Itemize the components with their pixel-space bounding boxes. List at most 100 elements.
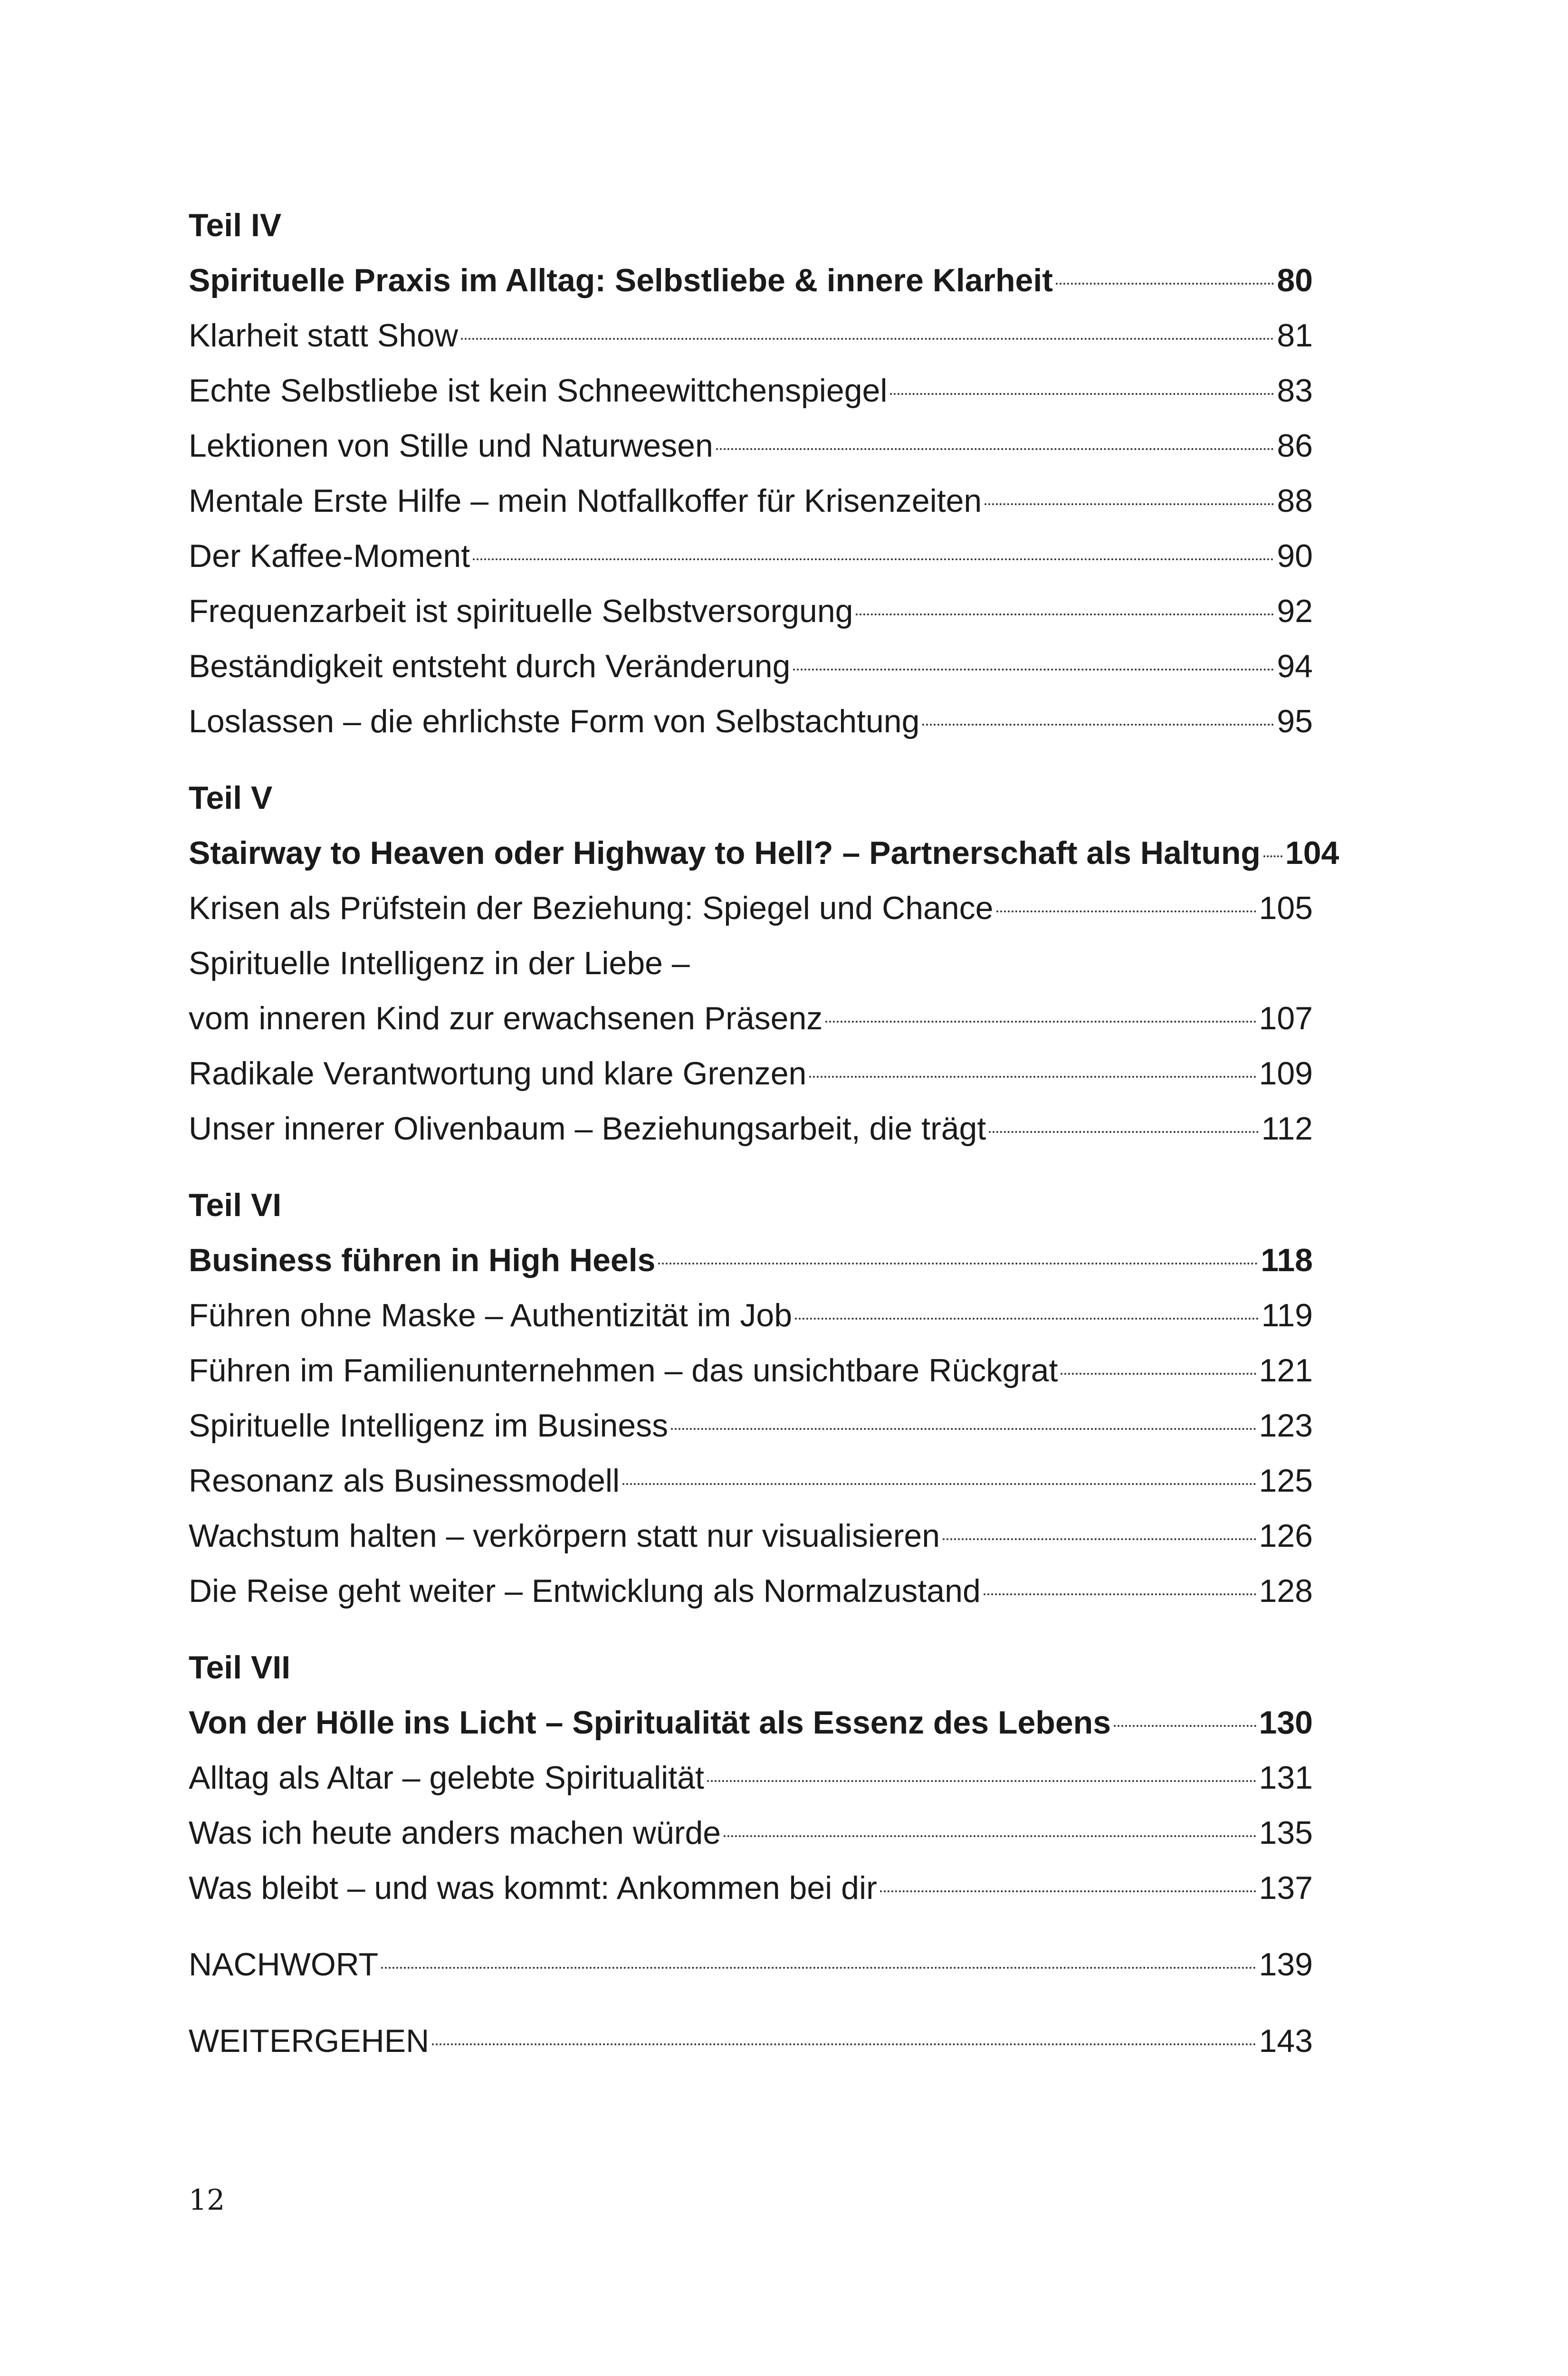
part-heading: Teil IV — [189, 207, 282, 243]
entry-title: Der Kaffee-Moment — [189, 538, 470, 574]
dot-leader — [825, 1021, 1256, 1023]
toc-entry[interactable]: Mentale Erste Hilfe – mein Notfallkoffer… — [189, 473, 1313, 528]
toc-entry[interactable]: Loslassen – die ehrlichste Form von Selb… — [189, 694, 1313, 749]
entry-title: Spirituelle Praxis im Alltag: Selbstlieb… — [189, 262, 1053, 298]
entry-title: Frequenzarbeit ist spirituelle Selbstver… — [189, 593, 853, 629]
toc-entry[interactable]: Radikale Verantwortung und klare Grenzen… — [189, 1046, 1313, 1101]
toc-entry[interactable]: Frequenzarbeit ist spirituelle Selbstver… — [189, 584, 1313, 639]
entry-page-number: 123 — [1259, 1408, 1313, 1444]
entry-title: Mentale Erste Hilfe – mein Notfallkoffer… — [189, 483, 982, 519]
toc-entry[interactable]: Von der Hölle ins Licht – Spiritualität … — [189, 1695, 1313, 1750]
dot-leader — [381, 1967, 1256, 1969]
dot-leader — [716, 448, 1274, 450]
entry-page-number: 104 — [1285, 835, 1339, 871]
entry-title: Spirituelle Intelligenz in der Liebe – — [189, 945, 690, 981]
toc-entry[interactable]: Business führen in High Heels 118 — [189, 1233, 1313, 1288]
entry-title: vom inneren Kind zur erwachsenen Präsenz — [189, 1000, 823, 1036]
entry-title: Radikale Verantwortung und klare Grenzen — [189, 1055, 807, 1092]
entry-title: Lektionen von Stille und Naturwesen — [189, 428, 713, 464]
back-matter-entry[interactable]: NACHWORT 139 — [189, 1937, 1313, 1992]
entry-title: Business führen in High Heels — [189, 1242, 656, 1278]
toc-entry[interactable]: Klarheit statt Show 81 — [189, 308, 1313, 363]
dot-leader — [809, 1076, 1256, 1078]
entry-page-number: 143 — [1259, 2023, 1313, 2059]
toc-entry[interactable]: Krisen als Prüfstein der Beziehung: Spie… — [189, 881, 1313, 936]
toc-entry[interactable]: Alltag als Altar – gelebte Spiritualität… — [189, 1750, 1313, 1805]
entry-page-number: 137 — [1259, 1870, 1313, 1906]
entry-title: Die Reise geht weiter – Entwicklung als … — [189, 1573, 981, 1609]
toc-entry[interactable]: Was ich heute anders machen würde 135 — [189, 1805, 1313, 1860]
dot-leader — [460, 338, 1274, 340]
dot-leader — [996, 910, 1256, 912]
entry-title: Wachstum halten – verkörpern statt nur v… — [189, 1518, 940, 1554]
toc-entry[interactable]: Führen ohne Maske – Authentizität im Job… — [189, 1288, 1313, 1343]
toc-entry[interactable]: vom inneren Kind zur erwachsenen Präsenz… — [189, 991, 1313, 1046]
entry-title: Echte Selbstliebe ist kein Schneewittche… — [189, 373, 888, 409]
toc-entry[interactable]: Lektionen von Stille und Naturwesen 86 — [189, 418, 1313, 473]
entry-page-number: 125 — [1259, 1463, 1313, 1499]
toc-entry[interactable]: Spirituelle Praxis im Alltag: Selbstlieb… — [189, 253, 1313, 308]
entry-page-number: 86 — [1277, 428, 1313, 464]
dot-leader — [473, 558, 1274, 560]
entry-page-number: 109 — [1259, 1055, 1313, 1092]
entry-page-number: 83 — [1277, 373, 1313, 409]
dot-leader — [793, 669, 1274, 671]
dot-leader — [880, 1890, 1256, 1892]
toc-entry[interactable]: Führen im Familienunternehmen – das unsi… — [189, 1343, 1313, 1398]
dot-leader — [985, 503, 1274, 505]
dot-leader — [983, 1593, 1256, 1595]
dot-leader — [856, 613, 1274, 615]
entry-title: Unser innerer Olivenbaum – Beziehungsarb… — [189, 1111, 986, 1147]
entry-page-number: 81 — [1277, 317, 1313, 354]
dot-leader — [1055, 283, 1274, 285]
toc-entry[interactable]: Stairway to Heaven oder Highway to Hell?… — [189, 825, 1339, 881]
toc-entry[interactable]: Der Kaffee-Moment 90 — [189, 528, 1313, 584]
toc-entry[interactable]: Wachstum halten – verkörpern statt nur v… — [189, 1508, 1313, 1563]
dot-leader — [922, 724, 1274, 726]
dot-leader — [1263, 855, 1282, 857]
entry-title: Alltag als Altar – gelebte Spiritualität — [189, 1760, 704, 1796]
dot-leader — [622, 1483, 1256, 1485]
part-heading: Teil VII — [189, 1649, 291, 1686]
entry-title: Spirituelle Intelligenz im Business — [189, 1408, 669, 1444]
entry-page-number: 107 — [1259, 1000, 1313, 1036]
entry-title: Was bleibt – und was kommt: Ankommen bei… — [189, 1870, 877, 1906]
entry-page-number: 105 — [1259, 890, 1313, 926]
entry-page-number: 112 — [1261, 1111, 1313, 1147]
book-page: Teil IV Spirituelle Praxis im Alltag: Sel… — [189, 198, 1339, 2217]
toc-entry[interactable]: Resonanz als Businessmodell 125 — [189, 1453, 1313, 1508]
entry-page-number: 131 — [1259, 1760, 1313, 1796]
entry-title: Resonanz als Businessmodell — [189, 1463, 620, 1499]
dot-leader — [1061, 1373, 1256, 1375]
entry-title: Beständigkeit entsteht durch Veränderung — [189, 648, 791, 684]
table-of-contents: Teil IV Spirituelle Praxis im Alltag: Sel… — [189, 198, 1339, 2069]
toc-entry[interactable]: Was bleibt – und was kommt: Ankommen bei… — [189, 1860, 1313, 1916]
toc-entry[interactable]: Echte Selbstliebe ist kein Schneewittche… — [189, 363, 1313, 418]
entry-page-number: 128 — [1259, 1573, 1313, 1609]
toc-entry[interactable]: Spirituelle Intelligenz in der Liebe – — [189, 936, 1313, 991]
entry-page-number: 130 — [1259, 1705, 1313, 1741]
entry-title: Führen ohne Maske – Authentizität im Job — [189, 1297, 793, 1333]
entry-title: Führen im Familienunternehmen – das unsi… — [189, 1352, 1058, 1389]
entry-page-number: 88 — [1277, 483, 1313, 519]
back-matter-entry[interactable]: WEITERGEHEN 143 — [189, 2013, 1313, 2069]
entry-page-number: 92 — [1277, 593, 1313, 629]
entry-page-number: 80 — [1277, 262, 1313, 298]
entry-page-number: 118 — [1261, 1242, 1313, 1278]
page-number: 12 — [189, 2184, 225, 2217]
dot-leader — [658, 1263, 1258, 1265]
dot-leader — [795, 1318, 1259, 1320]
entry-page-number: 119 — [1261, 1297, 1313, 1333]
dot-leader — [1114, 1725, 1256, 1727]
entry-page-number: 126 — [1259, 1518, 1313, 1554]
entry-title: Loslassen – die ehrlichste Form von Selb… — [189, 703, 920, 739]
entry-title: Klarheit statt Show — [189, 317, 458, 354]
dot-leader — [432, 2043, 1256, 2045]
entry-title: Krisen als Prüfstein der Beziehung: Spie… — [189, 890, 994, 926]
toc-entry[interactable]: Die Reise geht weiter – Entwicklung als … — [189, 1563, 1313, 1619]
toc-entry[interactable]: Beständigkeit entsteht durch Veränderung… — [189, 639, 1313, 694]
toc-section: Teil VI Business führen in High Heels 118 F… — [189, 1178, 1313, 1619]
toc-entry[interactable]: Unser innerer Olivenbaum – Beziehungsarb… — [189, 1101, 1313, 1156]
entry-title: Stairway to Heaven oder Highway to Hell?… — [189, 835, 1261, 871]
toc-entry[interactable]: Spirituelle Intelligenz im Business 123 — [189, 1398, 1313, 1453]
